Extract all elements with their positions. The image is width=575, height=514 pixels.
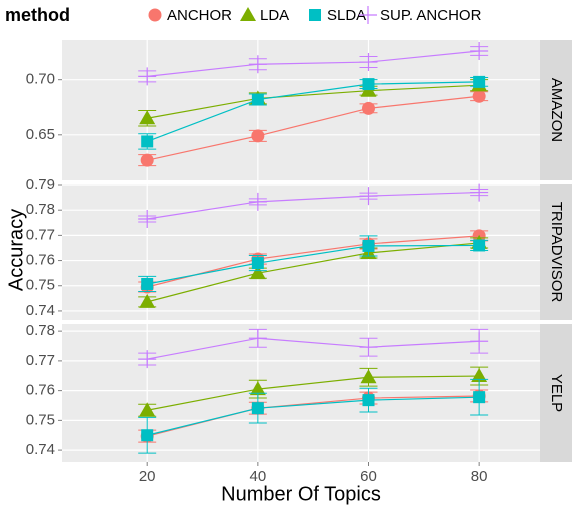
series-line [147,375,480,411]
marker [249,381,266,396]
marker [359,53,378,72]
x-tick-label: 80 [471,468,488,485]
marker [138,210,157,229]
marker [139,110,156,125]
series-line [147,50,480,77]
y-tick-label: 0.76 [26,252,55,269]
x-tick-label: 20 [139,468,156,485]
marker [362,78,375,91]
y-tick-label: 0.75 [26,411,55,428]
marker [249,265,266,280]
y-tick-label: 0.65 [26,126,55,143]
y-tick-label: 0.77 [26,226,55,243]
marker [141,429,154,442]
marker [141,135,154,148]
marker [140,153,154,167]
marker [470,183,489,202]
marker [248,55,267,74]
x-tick-label: 60 [360,468,377,485]
strip [540,40,572,180]
series-line [147,244,480,285]
marker [309,9,321,21]
series-line [146,81,480,142]
strip-label: YELP [548,374,565,412]
marker [251,402,264,415]
x-tick-label: 40 [250,468,267,485]
panel-background [62,184,540,320]
marker [251,257,264,270]
panel-background [62,40,540,180]
legend-label: SLDA [327,7,366,24]
marker [251,129,265,143]
marker [470,332,489,351]
legend-title: method [5,5,70,25]
marker [138,67,157,86]
marker [470,42,489,61]
y-tick-label: 0.78 [26,201,55,218]
marker [359,6,377,24]
y-tick-label: 0.79 [26,176,55,193]
series-line [147,396,480,436]
legend-label: ANCHOR [167,7,232,24]
marker [141,277,154,290]
marker [360,369,377,384]
y-tick-label: 0.77 [26,352,55,369]
strip [540,184,572,320]
marker [251,93,264,106]
legend-label: LDA [260,7,289,24]
y-tick-label: 0.74 [26,302,55,319]
marker [359,338,378,357]
marker [362,239,375,252]
marker [248,329,267,348]
marker [248,192,267,211]
series-line [147,95,480,161]
y-tick-label: 0.70 [26,71,55,88]
marker [473,391,486,404]
y-tick-label: 0.74 [26,441,55,458]
marker [139,402,156,417]
marker [148,8,162,22]
series-line [147,191,480,220]
panel-background [62,324,540,462]
series-line [147,242,480,303]
marker [472,89,486,103]
y-tick-label: 0.75 [26,277,55,294]
marker [473,75,486,88]
marker [473,239,486,252]
series-line [147,84,480,119]
y-tick-label: 0.78 [26,322,55,339]
legend-label: SUP. ANCHOR [380,7,482,24]
strip [540,324,572,462]
marker [362,394,375,407]
y-axis-label: Accuracy [5,209,27,291]
y-tick-label: 0.76 [26,382,55,399]
marker [138,350,157,369]
series-line [147,337,480,360]
marker [240,7,256,21]
marker [359,187,378,206]
strip-label: TRIPADVISOR [548,202,565,303]
marker [471,368,488,383]
marker [139,293,156,308]
strip-label: AMAZON [548,78,565,142]
x-axis-label: Number Of Topics [221,483,381,505]
marker [361,101,375,115]
